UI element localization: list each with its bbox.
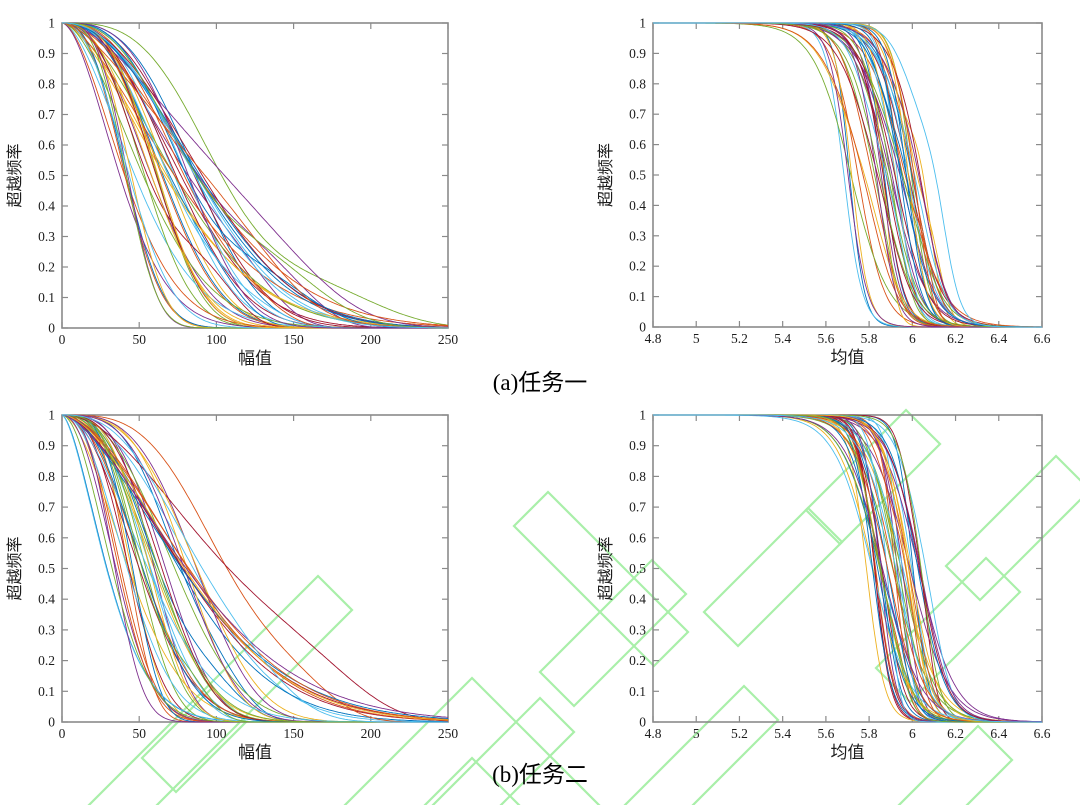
svg-text:5.6: 5.6 — [817, 331, 834, 346]
svg-text:0: 0 — [59, 726, 66, 741]
svg-text:0.5: 0.5 — [38, 561, 55, 576]
svg-text:5: 5 — [693, 331, 700, 346]
svg-text:0.7: 0.7 — [38, 500, 55, 515]
svg-text:幅值: 幅值 — [238, 743, 272, 762]
svg-text:5.8: 5.8 — [861, 726, 878, 741]
svg-text:0: 0 — [48, 715, 55, 730]
svg-text:5: 5 — [693, 726, 700, 741]
svg-text:6.6: 6.6 — [1034, 331, 1051, 346]
svg-text:0.4: 0.4 — [38, 199, 55, 214]
svg-text:6.6: 6.6 — [1034, 726, 1051, 741]
svg-text:0.9: 0.9 — [629, 438, 646, 453]
svg-text:50: 50 — [132, 332, 146, 347]
svg-text:0.5: 0.5 — [629, 561, 646, 576]
svg-text:0.8: 0.8 — [38, 77, 55, 92]
chart-task2-mean: 4.8 5 5.2 5.4 5.6 5.8 6 6.2 6.4 6.6 0 0.1 0.2 0.3 0.4 0… — [597, 408, 1051, 763]
svg-text:0.6: 0.6 — [629, 137, 646, 152]
svg-text:超越频率: 超越频率 — [6, 536, 24, 600]
svg-text:均值: 均值 — [831, 743, 865, 762]
caption-task2: (b)任务二 — [492, 762, 588, 787]
svg-text:4.8: 4.8 — [645, 726, 662, 741]
svg-text:0.5: 0.5 — [629, 168, 646, 183]
svg-text:0.8: 0.8 — [629, 469, 646, 484]
svg-text:0.1: 0.1 — [629, 684, 646, 699]
svg-text:250: 250 — [438, 332, 459, 347]
svg-text:0.3: 0.3 — [38, 622, 55, 637]
svg-text:0.7: 0.7 — [629, 500, 646, 515]
svg-text:200: 200 — [361, 332, 382, 347]
svg-text:0.7: 0.7 — [38, 107, 55, 122]
svg-text:0.1: 0.1 — [38, 290, 55, 305]
svg-text:250: 250 — [438, 726, 459, 741]
svg-text:100: 100 — [206, 332, 227, 347]
svg-text:50: 50 — [132, 726, 146, 741]
svg-text:0: 0 — [48, 321, 55, 336]
svg-text:200: 200 — [361, 726, 382, 741]
svg-text:0.2: 0.2 — [629, 259, 646, 274]
svg-text:超越频率: 超越频率 — [597, 536, 615, 600]
svg-text:6.2: 6.2 — [947, 726, 964, 741]
svg-text:5.4: 5.4 — [774, 726, 791, 741]
svg-text:1: 1 — [48, 16, 55, 31]
svg-text:0: 0 — [59, 332, 66, 347]
svg-text:0.6: 0.6 — [38, 138, 55, 153]
svg-text:0.2: 0.2 — [38, 653, 55, 668]
svg-text:5.6: 5.6 — [817, 726, 834, 741]
svg-text:150: 150 — [283, 332, 304, 347]
svg-text:均值: 均值 — [831, 348, 865, 367]
chart-task1-amplitude: 0 50 100 150 200 250 0 0.1 0.2 0.3 0.4 0.5 0.6 0.7 0.8… — [6, 16, 459, 369]
svg-text:6.4: 6.4 — [990, 726, 1007, 741]
svg-text:5.4: 5.4 — [774, 331, 791, 346]
svg-text:5.8: 5.8 — [861, 331, 878, 346]
svg-text:4.8: 4.8 — [645, 331, 662, 346]
svg-text:0.2: 0.2 — [629, 653, 646, 668]
svg-text:0.4: 0.4 — [629, 198, 646, 213]
svg-text:6.4: 6.4 — [990, 331, 1007, 346]
svg-text:0.9: 0.9 — [38, 46, 55, 61]
svg-text:5.2: 5.2 — [731, 331, 748, 346]
svg-text:0.5: 0.5 — [38, 168, 55, 183]
svg-text:0.6: 0.6 — [38, 530, 55, 545]
svg-text:0.9: 0.9 — [629, 46, 646, 61]
svg-text:100: 100 — [206, 726, 227, 741]
svg-text:1: 1 — [48, 408, 55, 423]
svg-text:0.8: 0.8 — [38, 469, 55, 484]
svg-text:6: 6 — [909, 331, 916, 346]
svg-text:0.3: 0.3 — [629, 622, 646, 637]
svg-text:1: 1 — [639, 16, 646, 31]
chart-task1-mean: 4.8 5 5.2 5.4 5.6 5.8 6 6.2 6.4 6.6 0 0.1 0.2 0.3 0.4 0… — [597, 16, 1051, 368]
svg-text:0: 0 — [639, 320, 646, 335]
svg-text:0.8: 0.8 — [629, 76, 646, 91]
svg-text:5.2: 5.2 — [731, 726, 748, 741]
svg-text:超越频率: 超越频率 — [597, 143, 615, 207]
svg-text:超越频率: 超越频率 — [6, 143, 24, 207]
svg-text:150: 150 — [283, 726, 304, 741]
svg-text:0.6: 0.6 — [629, 530, 646, 545]
caption-task1: (a)任务一 — [492, 370, 588, 395]
svg-text:0.7: 0.7 — [629, 107, 646, 122]
svg-text:0: 0 — [639, 715, 646, 730]
svg-text:0.3: 0.3 — [629, 228, 646, 243]
svg-text:0.9: 0.9 — [38, 438, 55, 453]
svg-text:6: 6 — [909, 726, 916, 741]
svg-text:0.1: 0.1 — [38, 684, 55, 699]
svg-text:0.4: 0.4 — [629, 592, 646, 607]
svg-text:0.2: 0.2 — [38, 260, 55, 275]
svg-text:幅值: 幅值 — [238, 349, 272, 368]
svg-text:0.3: 0.3 — [38, 229, 55, 244]
svg-text:1: 1 — [639, 408, 646, 423]
svg-text:0.4: 0.4 — [38, 592, 55, 607]
chart-task2-amplitude: 0 50 100 150 200 250 0 0.1 0.2 0.3 0.4 0.5 0.6 0.7 0.8… — [6, 408, 459, 763]
svg-text:0.1: 0.1 — [629, 289, 646, 304]
svg-text:6.2: 6.2 — [947, 331, 964, 346]
